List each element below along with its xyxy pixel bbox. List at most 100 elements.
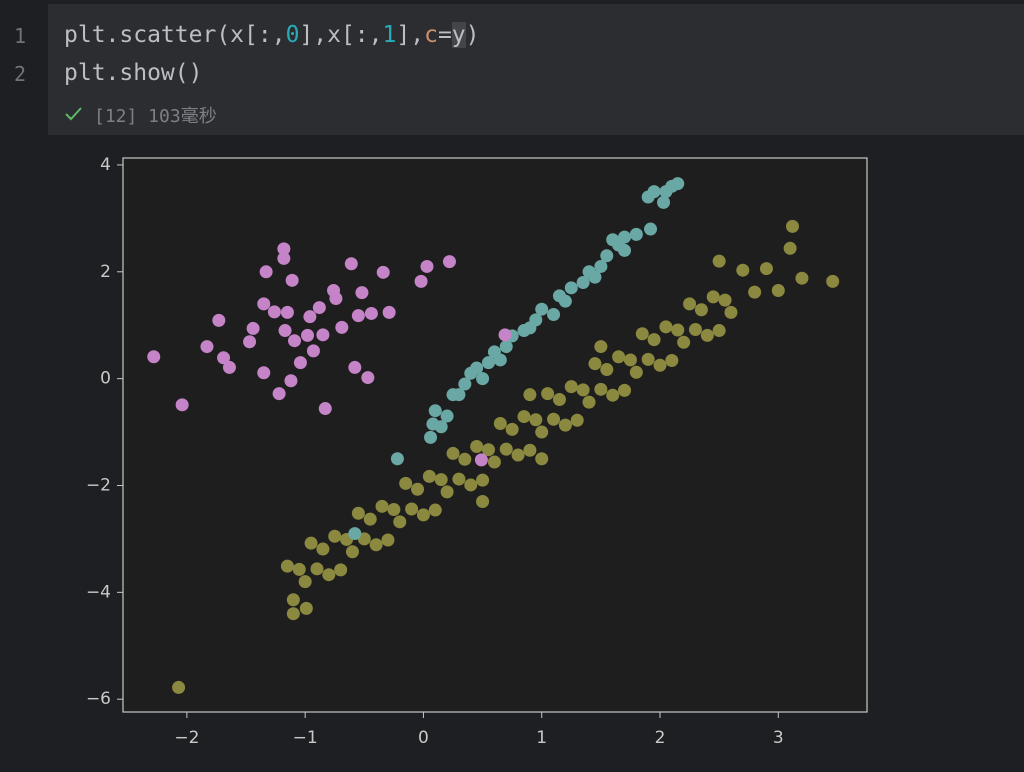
scatter-point — [312, 301, 326, 315]
scatter-point — [517, 410, 531, 424]
scatter-point — [428, 503, 442, 517]
scatter-point — [665, 353, 679, 367]
scatter-point — [629, 227, 643, 241]
scatter-point — [278, 324, 292, 338]
x-tick-label: −1 — [293, 728, 318, 748]
scatter-point — [301, 328, 315, 342]
scatter-point — [535, 452, 549, 466]
scatter-point — [547, 308, 561, 322]
scatter-point — [712, 254, 726, 268]
scatter-point — [476, 495, 490, 509]
scatter-point — [284, 374, 298, 388]
scatter-point — [304, 536, 318, 550]
scatter-point — [345, 545, 359, 559]
scatter-point — [523, 443, 537, 457]
scatter-point — [387, 503, 401, 517]
scatter-point — [376, 265, 390, 279]
scatter-point — [600, 249, 614, 263]
scatter-point — [344, 257, 358, 271]
scatter-point — [659, 320, 673, 334]
scatter-point — [594, 382, 608, 396]
scatter-point — [316, 328, 330, 342]
scatter-point — [641, 352, 655, 366]
scatter-point — [535, 425, 549, 439]
scatter-point — [458, 377, 472, 391]
scatter-point — [428, 404, 442, 418]
scatter-point — [286, 593, 300, 607]
scatter-point — [547, 412, 561, 426]
scatter-point — [329, 292, 343, 306]
scatter-point — [523, 388, 537, 402]
scatter-point — [677, 335, 691, 349]
scatter-point — [771, 283, 785, 297]
scatter-point — [481, 356, 495, 370]
scatter-point — [212, 313, 226, 327]
scatter-point — [618, 383, 632, 397]
scatter-point — [322, 568, 336, 582]
scatter-point — [246, 321, 260, 335]
scatter-point — [748, 285, 762, 299]
code-token: ) — [465, 22, 480, 48]
x-tick-label: −2 — [174, 728, 199, 748]
scatter-point — [399, 476, 413, 490]
scatter-point — [361, 371, 375, 385]
scatter-point — [558, 294, 572, 308]
line-number: 1 — [13, 24, 27, 48]
code-token: ], — [396, 22, 425, 48]
scatter-point — [440, 485, 454, 499]
scatter-point — [243, 335, 257, 349]
scatter-point — [552, 392, 566, 406]
scatter-point — [588, 357, 602, 371]
scatter-point — [470, 439, 484, 453]
scatter-point — [267, 305, 281, 319]
scatter-point — [458, 452, 472, 466]
scatter-point — [498, 328, 512, 342]
scatter-point — [487, 455, 501, 469]
scatter-point — [434, 473, 448, 487]
scatter-point — [420, 259, 434, 273]
code-cell[interactable] — [48, 4, 1024, 135]
scatter-point — [759, 262, 773, 276]
scatter-point — [474, 453, 488, 467]
scatter-point — [452, 388, 466, 402]
scatter-point — [147, 350, 161, 364]
plot-area — [123, 158, 867, 712]
scatter-point — [414, 274, 428, 288]
scatter-point — [499, 442, 513, 456]
execution-status: [12] 103毫秒 — [94, 106, 217, 127]
scatter-point — [600, 363, 614, 377]
scatter-point — [348, 360, 362, 374]
scatter-point — [440, 409, 454, 423]
axes-frame — [122, 157, 868, 713]
scatter-point — [351, 309, 365, 323]
scatter-point — [706, 290, 720, 304]
scatter-point — [826, 274, 840, 288]
scatter-point — [671, 323, 685, 337]
scatter-point — [405, 502, 419, 516]
scatter-point — [272, 387, 286, 401]
scatter-point — [688, 322, 702, 336]
scatter-point — [424, 430, 438, 444]
scatter-point — [629, 365, 643, 379]
scatter-point — [623, 353, 637, 367]
scatter-point — [700, 328, 714, 342]
code-token: y — [451, 22, 466, 48]
scatter-point — [505, 422, 519, 436]
scatter-point — [529, 413, 543, 427]
scatter-point — [411, 482, 425, 496]
x-tick-label: 1 — [536, 728, 547, 748]
scatter-point — [286, 607, 300, 621]
scatter-point — [299, 601, 313, 615]
line-number: 2 — [13, 62, 27, 86]
scatter-point — [647, 333, 661, 347]
success-icon — [65, 107, 82, 121]
y-tick-label: 4 — [100, 155, 111, 175]
scatter-point — [364, 306, 378, 320]
code-token: 1 — [382, 22, 397, 48]
scatter-point — [523, 321, 537, 335]
scatter-point — [351, 506, 365, 520]
scatter-point — [316, 542, 330, 556]
scatter-point — [576, 383, 590, 397]
